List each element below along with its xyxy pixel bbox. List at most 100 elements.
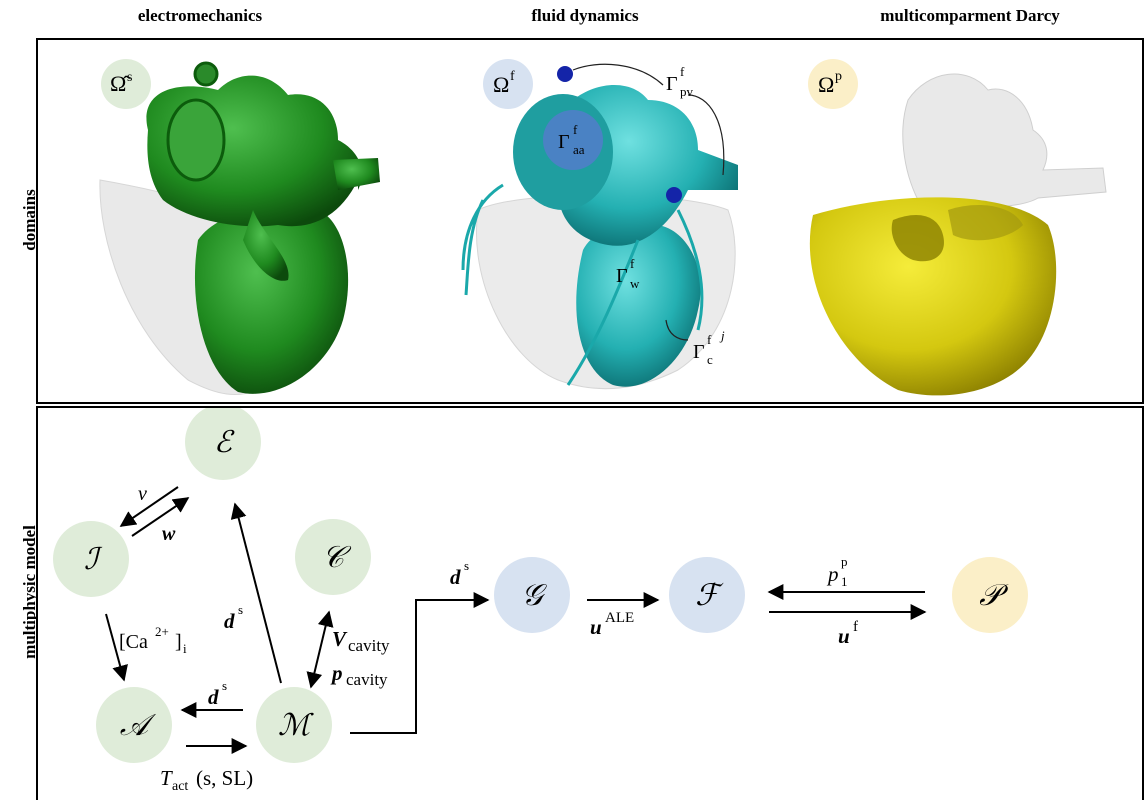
label-ds1-sup: s — [238, 602, 243, 617]
c-sup2: j — [719, 328, 725, 343]
fluid-domain-badge: Ω f — [483, 59, 533, 109]
arrow-M-to-C — [306, 610, 334, 689]
darcy-domain-badge: Ω p — [808, 59, 858, 109]
fluid-outlet-top — [557, 66, 573, 82]
label-tact-base: T — [160, 766, 173, 790]
w-sup: f — [630, 256, 635, 271]
fluid-badge-sup: f — [510, 69, 515, 84]
label-tact-sub: act — [172, 779, 188, 794]
solid-badge-symbol: Ω̂ — [110, 71, 130, 96]
arrow-I-to-E — [131, 497, 190, 537]
boundary-label-aa: Γ f aa — [558, 122, 585, 157]
label-ds2-base: d — [208, 685, 219, 709]
label-p-darcy: p p 1 — [826, 554, 848, 589]
label-p-cavity: p cavity — [330, 661, 388, 689]
w-base: Γ — [616, 265, 628, 287]
solid-badge-sup: s — [127, 70, 132, 85]
fluid-leader-pv — [572, 63, 725, 176]
label-ds1-base: d — [224, 609, 235, 633]
arrow-M-to-E — [230, 502, 282, 684]
column-heading-fluid-dynamics: fluid dynamics — [531, 6, 639, 25]
fluid-coronary-left — [461, 183, 504, 296]
label-calcium: [Ca 2+ ] i — [119, 624, 187, 656]
w-sub: w — [630, 276, 640, 291]
solid-heart — [99, 61, 380, 396]
label-u-ale: u ALE — [590, 610, 634, 639]
fluid-heart — [461, 63, 738, 390]
darcy-badge-circle — [808, 59, 858, 109]
node-electrophysiology: ℰ — [185, 404, 261, 480]
pv-base: Γ — [666, 73, 678, 95]
aa-sub: aa — [573, 142, 585, 157]
model-panel: ℰ ℐ 𝒜 ℳ 𝒞 𝒢 ℱ 𝒫 — [36, 404, 1144, 800]
label-v: v — [138, 483, 147, 505]
fluid-badge-symbol: Ω — [493, 72, 509, 97]
label-ds-horizontal: d s — [208, 678, 227, 709]
node-M-symbol: ℳ — [278, 708, 314, 743]
boundary-label-w: Γ f w — [616, 256, 640, 291]
label-pcav-base: p — [330, 661, 343, 685]
fluid-badge-circle — [483, 59, 533, 109]
aa-sup: f — [573, 122, 578, 137]
c-sub: c — [707, 352, 713, 367]
arrow-I-to-A — [105, 613, 128, 682]
darcy-badge-symbol: Ω — [818, 72, 834, 97]
node-activation: 𝒜 — [96, 687, 172, 763]
solid-vessel-right — [333, 158, 380, 190]
label-vcav-sub: cavity — [348, 636, 390, 655]
darcy-cavity-right — [948, 205, 1023, 241]
label-ca-close: ] — [175, 631, 182, 653]
node-circulation: 𝒞 — [295, 519, 371, 595]
label-ds2-sup: s — [222, 678, 227, 693]
node-ionic: ℐ — [53, 521, 129, 597]
label-ca-base: [Ca — [119, 631, 148, 653]
label-uale-sup: ALE — [605, 610, 634, 626]
label-pd-sub: 1 — [841, 574, 848, 589]
fluid-leader-c — [665, 319, 689, 341]
label-vcav-base: V — [332, 627, 348, 651]
solid-vessel-lower — [243, 210, 289, 281]
label-pcav-sub: cavity — [346, 670, 388, 689]
pv-sup: f — [680, 64, 685, 79]
node-perfusion: 𝒫 — [952, 557, 1028, 633]
label-ds-to-geometry: d s — [450, 558, 469, 589]
label-uale-base: u — [590, 615, 602, 639]
darcy-cavity — [891, 215, 944, 262]
column-heading-darcy: multicomparment Darcy — [880, 6, 1060, 25]
c-base: Γ — [693, 341, 705, 363]
solid-aorta-opening — [166, 98, 226, 182]
boundary-label-c: Γ f j c — [693, 328, 725, 367]
fluid-coronary-right — [566, 209, 704, 386]
solid-domain-badge: Ω̂ s — [101, 59, 151, 109]
node-mechanics: ℳ — [256, 687, 332, 763]
c-sup: f — [707, 332, 712, 347]
boundary-label-pv: Γ f pv — [666, 64, 694, 99]
label-u-f: u f — [838, 619, 858, 648]
fluid-outlet-right — [666, 187, 682, 203]
label-pd-sup: p — [841, 554, 848, 569]
label-ds-vertical: d s — [224, 602, 243, 633]
label-w: w — [162, 523, 176, 545]
column-heading-electromechanics: electromechanics — [137, 6, 263, 25]
model-diagram: ℰ ℐ 𝒜 ℳ 𝒞 𝒢 ℱ 𝒫 — [53, 404, 1028, 794]
label-ca-sub: i — [183, 641, 187, 656]
label-ds3-base: d — [450, 565, 461, 589]
label-tact: T act (s, SL) — [160, 766, 253, 794]
solid-ventricle — [194, 206, 349, 394]
label-pd-base: p — [826, 562, 839, 586]
solid-vessel-top — [193, 61, 219, 87]
node-fluid: ℱ — [669, 557, 745, 633]
label-ds3-sup: s — [464, 558, 469, 573]
node-A-circle — [96, 687, 172, 763]
aa-base: Γ — [558, 131, 570, 153]
node-geometry: 𝒢 — [494, 557, 570, 633]
label-uf-base: u — [838, 624, 850, 648]
darcy-heart — [809, 73, 1107, 396]
node-C-circle — [295, 519, 371, 595]
node-E-circle — [185, 404, 261, 480]
domains-panel: Ω̂ s Ω f Γ f pv Γ f — [36, 38, 1144, 404]
fluid-ventricle — [576, 223, 701, 387]
pv-sub: pv — [680, 84, 694, 99]
fluid-inlet-disc — [543, 110, 603, 170]
label-uf-sup: f — [853, 619, 858, 635]
